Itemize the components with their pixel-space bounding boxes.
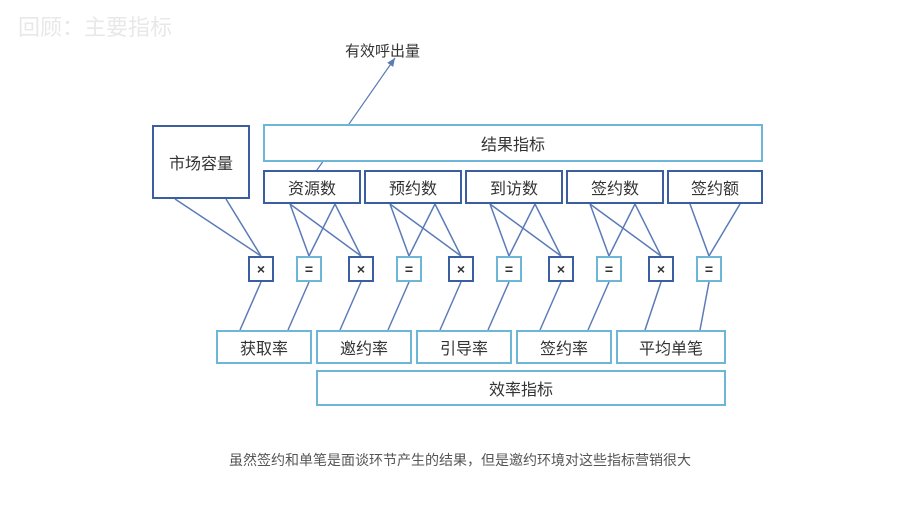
- box-e1: 获取率: [216, 330, 312, 364]
- box-e2: 邀约率: [316, 330, 412, 364]
- op-8: ×: [648, 256, 674, 282]
- op-5: =: [496, 256, 522, 282]
- op-3: =: [396, 256, 422, 282]
- footnote-text: 虽然签约和单笔是面谈环节产生的结果，但是邀约环境对这些指标营销很大: [160, 450, 760, 470]
- box-eff_h: 效率指标: [316, 370, 726, 406]
- op-0: ×: [248, 256, 274, 282]
- op-1: =: [296, 256, 322, 282]
- box-e4: 签约率: [516, 330, 612, 364]
- callout-label: 有效呼出量: [345, 40, 420, 61]
- box-e3: 引导率: [416, 330, 512, 364]
- op-9: =: [696, 256, 722, 282]
- box-result_h: 结果指标: [263, 124, 763, 162]
- op-2: ×: [348, 256, 374, 282]
- box-r3: 到访数: [465, 170, 563, 204]
- op-7: =: [596, 256, 622, 282]
- op-4: ×: [448, 256, 474, 282]
- op-6: ×: [548, 256, 574, 282]
- box-r4: 签约数: [566, 170, 664, 204]
- box-r5: 签约额: [667, 170, 763, 204]
- box-market: 市场容量: [152, 125, 250, 199]
- box-e5: 平均单笔: [616, 330, 726, 364]
- box-r1: 资源数: [263, 170, 361, 204]
- box-r2: 预约数: [364, 170, 462, 204]
- page-title: 回顾：主要指标: [18, 10, 172, 42]
